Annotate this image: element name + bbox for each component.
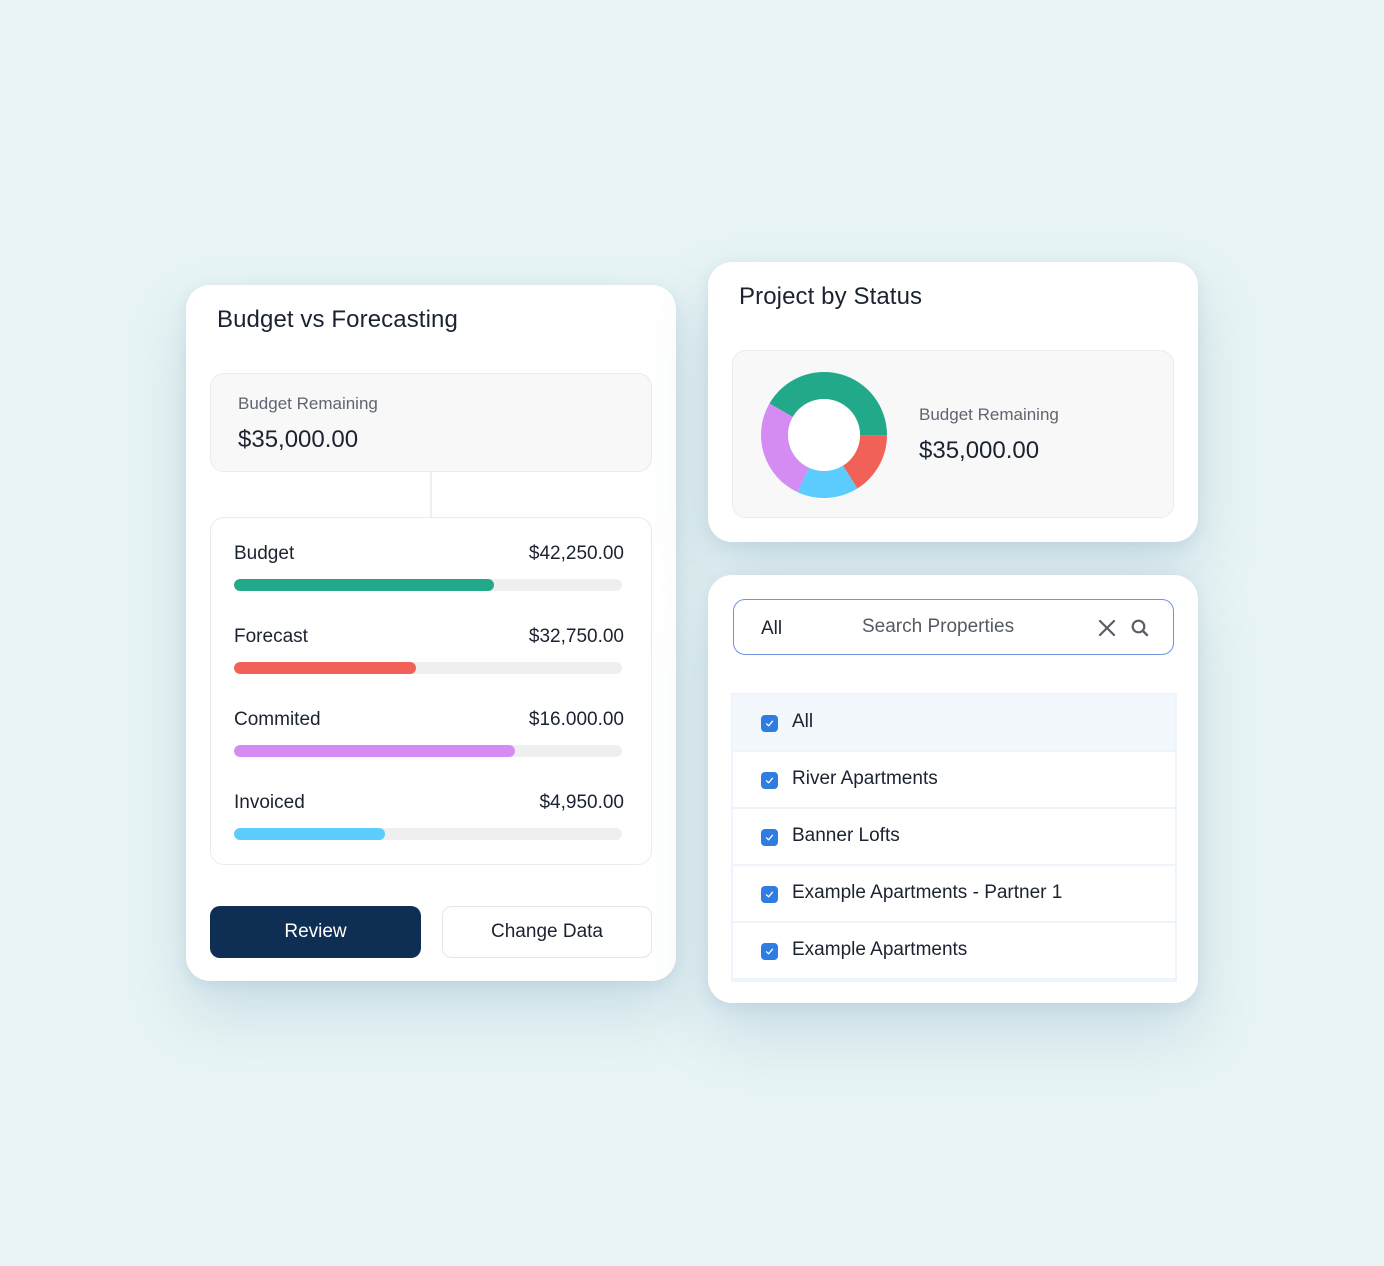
metric-label: Forecast xyxy=(234,626,308,647)
budget-vs-forecasting-card: Budget vs Forecasting Budget Remaining $… xyxy=(186,285,676,981)
project-by-status-card: Project by Status Budget Remaining $35,0… xyxy=(708,262,1198,542)
metric-value: $16.000.00 xyxy=(528,709,624,730)
budget-remaining-label: Budget Remaining xyxy=(238,394,378,413)
metric-label: Invoiced xyxy=(234,792,305,813)
search-scope-select[interactable]: All xyxy=(761,618,783,639)
property-options-list: All River Apartments Banner Lofts Exampl… xyxy=(731,693,1177,982)
option-label: All xyxy=(792,711,814,732)
close-icon[interactable] xyxy=(1096,617,1118,639)
metric-invoiced: Invoiced $4,950.00 xyxy=(234,792,624,852)
metric-value: $42,250.00 xyxy=(528,543,624,564)
change-data-button[interactable]: Change Data xyxy=(442,906,652,958)
budget-remaining-label: Budget Remaining xyxy=(919,405,1059,424)
donut-chart xyxy=(761,371,887,498)
checkbox-checked[interactable] xyxy=(761,829,778,846)
progress-track xyxy=(234,828,622,840)
option-all[interactable]: All xyxy=(733,695,1175,750)
metric-value: $4,950.00 xyxy=(539,792,624,813)
search-icon[interactable] xyxy=(1130,618,1150,638)
card-title: Budget vs Forecasting xyxy=(217,306,458,333)
metrics-box: Budget $42,250.00 Forecast $32,750.00 Co… xyxy=(210,517,652,865)
metric-commited: Commited $16.000.00 xyxy=(234,709,624,769)
budget-remaining-value: $35,000.00 xyxy=(238,426,359,453)
checkmark-icon xyxy=(765,891,774,898)
progress-fill xyxy=(234,579,494,591)
metric-label: Commited xyxy=(234,709,321,730)
checkbox-checked[interactable] xyxy=(761,886,778,903)
option-example-apartments-partner-1[interactable]: Example Apartments - Partner 1 xyxy=(733,866,1175,921)
metric-label: Budget xyxy=(234,543,295,564)
option-label: Example Apartments - Partner 1 xyxy=(792,882,1063,903)
review-button[interactable]: Review xyxy=(210,906,421,958)
search-bar: All xyxy=(733,599,1174,655)
progress-track xyxy=(234,662,622,674)
checkmark-icon xyxy=(765,720,774,727)
option-label: Banner Lofts xyxy=(792,825,900,846)
progress-track xyxy=(234,745,622,757)
status-summary-box: Budget Remaining $35,000.00 xyxy=(732,350,1174,518)
search-input[interactable] xyxy=(862,612,1092,642)
budget-remaining-box: Budget Remaining $35,000.00 xyxy=(210,373,652,472)
checkbox-checked[interactable] xyxy=(761,943,778,960)
progress-fill xyxy=(234,828,386,840)
checkbox-checked[interactable] xyxy=(761,772,778,789)
option-example-apartments[interactable]: Example Apartments xyxy=(733,923,1175,978)
checkmark-icon xyxy=(765,948,774,955)
option-label: Example Apartments xyxy=(792,939,968,960)
connector-line xyxy=(430,472,432,517)
checkbox-checked[interactable] xyxy=(761,715,778,732)
card-title: Project by Status xyxy=(739,283,923,310)
progress-fill xyxy=(234,745,516,757)
option-river-apartments[interactable]: River Apartments xyxy=(733,752,1175,807)
progress-fill xyxy=(234,662,417,674)
option-banner-lofts[interactable]: Banner Lofts xyxy=(733,809,1175,864)
budget-remaining-value: $35,000.00 xyxy=(919,437,1040,464)
metric-forecast: Forecast $32,750.00 xyxy=(234,626,624,686)
progress-track xyxy=(234,579,622,591)
checkmark-icon xyxy=(765,834,774,841)
option-label: River Apartments xyxy=(792,768,938,789)
property-filter-card: All All River Apartments Banner Lofts Ex… xyxy=(708,575,1198,1003)
metric-budget: Budget $42,250.00 xyxy=(234,543,624,603)
metric-value: $32,750.00 xyxy=(528,626,624,647)
checkmark-icon xyxy=(765,777,774,784)
